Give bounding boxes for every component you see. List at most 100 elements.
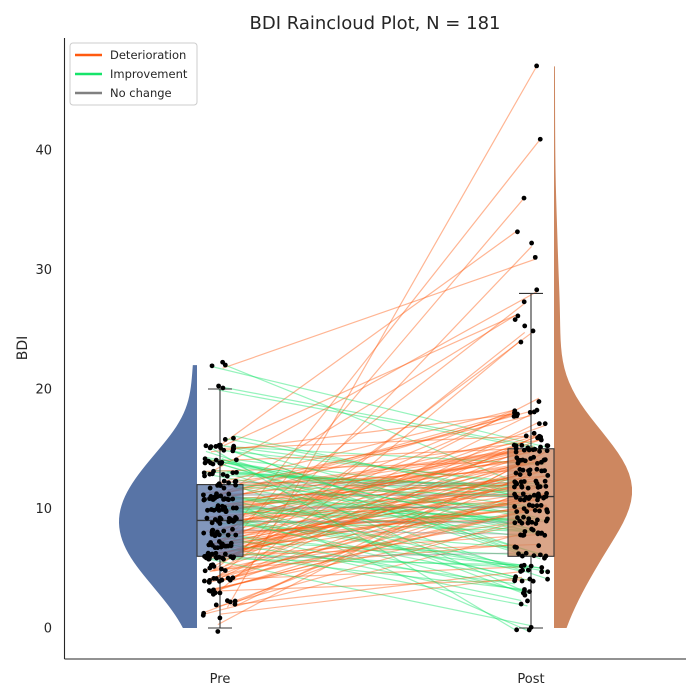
point-post <box>512 408 518 414</box>
point-pre <box>226 515 232 521</box>
change-line <box>206 485 525 518</box>
change-line <box>233 246 533 560</box>
change-line <box>209 485 517 554</box>
change-line <box>224 547 528 607</box>
point-post <box>526 516 532 522</box>
point-pre <box>202 473 207 479</box>
point-post <box>535 531 541 537</box>
plot-area <box>119 63 632 634</box>
point-post <box>538 502 544 508</box>
change-line <box>216 507 548 536</box>
change-line <box>208 492 547 580</box>
violins <box>119 66 632 629</box>
change-line <box>232 473 517 489</box>
point-pre <box>216 383 221 389</box>
point-pre <box>202 568 208 574</box>
change-line <box>233 451 547 558</box>
point-post <box>537 448 542 454</box>
change-line <box>206 557 525 566</box>
point-pre <box>202 497 207 503</box>
point-post <box>517 472 523 477</box>
point-pre <box>209 551 215 557</box>
change-line <box>217 462 546 507</box>
point-post <box>537 484 543 490</box>
point-pre <box>233 505 239 511</box>
point-post <box>534 63 540 69</box>
legend-label: Improvement <box>110 67 188 81</box>
point-post <box>544 491 549 496</box>
point-pre <box>211 468 216 474</box>
change-line <box>207 543 539 557</box>
change-line <box>219 533 542 569</box>
change-line <box>231 518 542 569</box>
point-pre <box>230 526 235 532</box>
point-pre <box>210 527 216 533</box>
point-pre <box>201 610 207 616</box>
change-line <box>235 424 546 535</box>
change-line <box>221 543 517 571</box>
point-pre <box>234 469 239 475</box>
point-post <box>520 567 525 573</box>
change-line <box>213 507 524 522</box>
point-pre <box>213 602 219 608</box>
change-line <box>213 493 530 632</box>
x-ticks: Pre Post <box>210 672 545 687</box>
y-tick-label: 20 <box>35 383 52 398</box>
change-line <box>225 410 538 567</box>
change-line <box>232 470 542 582</box>
change-line <box>222 482 529 544</box>
change-line <box>217 448 528 507</box>
point-post <box>530 503 536 509</box>
change-line <box>230 474 548 542</box>
change-line <box>221 421 540 578</box>
change-line <box>217 461 524 626</box>
point-post <box>525 485 531 491</box>
point-pre <box>202 554 207 559</box>
change-line <box>227 435 538 580</box>
point-post <box>513 494 519 500</box>
change-line <box>222 258 536 369</box>
change-line <box>224 459 545 512</box>
point-post <box>520 491 526 497</box>
point-pre <box>221 447 227 453</box>
change-line <box>223 435 535 530</box>
point-post <box>542 421 548 427</box>
change-lines <box>203 66 548 632</box>
point-post <box>525 520 531 526</box>
point-pre <box>211 587 216 593</box>
point-post <box>519 442 525 448</box>
point-post <box>529 519 535 525</box>
point-pre <box>218 516 224 522</box>
point-pre <box>217 590 223 596</box>
change-line <box>215 499 538 555</box>
point-post <box>517 518 523 524</box>
point-pre <box>224 496 230 502</box>
point-pre <box>230 470 236 476</box>
change-line <box>204 450 517 501</box>
point-post <box>514 455 520 461</box>
point-post <box>521 497 527 503</box>
point-post <box>543 518 549 524</box>
point-post <box>514 545 519 550</box>
point-pre <box>207 485 213 491</box>
point-post <box>541 495 546 501</box>
change-line <box>204 457 534 530</box>
change-line <box>213 497 517 593</box>
point-pre <box>210 497 216 502</box>
point-post <box>536 421 542 427</box>
change-line <box>210 505 548 591</box>
change-line <box>212 460 542 545</box>
point-post <box>523 433 529 439</box>
point-post <box>527 589 532 594</box>
point-post <box>520 457 526 463</box>
change-line <box>211 487 517 536</box>
change-line <box>216 519 523 608</box>
change-line <box>234 473 530 604</box>
change-line <box>216 459 538 498</box>
change-line <box>217 506 536 509</box>
point-pre <box>231 446 237 452</box>
point-post <box>545 473 551 478</box>
change-line <box>223 413 515 501</box>
point-post <box>545 576 550 582</box>
point-post <box>545 569 551 575</box>
